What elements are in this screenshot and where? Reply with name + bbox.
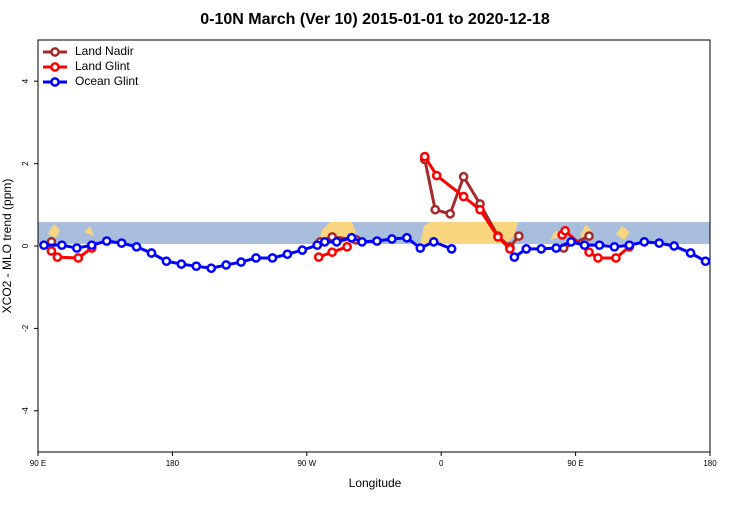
data-point — [609, 241, 620, 252]
data-point — [458, 171, 469, 182]
data-point — [700, 256, 711, 267]
data-point — [536, 244, 547, 254]
legend-marker — [50, 62, 60, 72]
data-point — [431, 170, 442, 181]
x-tick-label: 0 — [439, 459, 444, 468]
data-point — [387, 234, 397, 244]
data-point — [509, 252, 520, 262]
data-point — [446, 244, 457, 254]
x-tick-label: 90 E — [30, 459, 46, 468]
data-point — [146, 248, 157, 258]
data-point — [584, 247, 594, 258]
data-point — [430, 204, 441, 215]
data-point — [327, 247, 338, 258]
data-point — [428, 237, 439, 247]
x-tick-label: 90 E — [567, 459, 583, 468]
data-point — [297, 245, 308, 255]
data-point — [357, 237, 367, 247]
data-point — [191, 261, 202, 272]
data-point — [458, 191, 469, 202]
data-point — [445, 209, 456, 219]
data-point — [624, 240, 635, 251]
data-point — [131, 241, 142, 252]
data-point — [236, 257, 246, 267]
y-tick-label: 4 — [21, 78, 30, 83]
land-patch — [550, 230, 562, 240]
x-tick-label: 90 W — [297, 459, 316, 468]
legend-label: Land Nadir — [75, 44, 134, 58]
land-patch — [84, 226, 94, 236]
data-point — [86, 240, 97, 251]
data-point — [521, 244, 532, 254]
data-point — [475, 204, 485, 215]
data-point — [419, 151, 430, 162]
data-point — [312, 240, 323, 251]
data-point — [551, 243, 562, 253]
y-tick-label: 0 — [21, 243, 30, 248]
legend-marker — [50, 47, 60, 57]
data-point — [346, 232, 357, 243]
data-point — [505, 244, 515, 254]
y-tick-label: 2 — [21, 161, 30, 166]
data-point — [221, 260, 232, 270]
data-point — [560, 225, 570, 236]
x-tick-label: 180 — [166, 459, 180, 468]
data-point — [493, 232, 503, 242]
data-point — [176, 259, 187, 269]
land-patch — [48, 224, 60, 238]
ocean-band — [38, 222, 710, 244]
data-point — [101, 236, 112, 246]
y-tick-label: -2 — [21, 324, 30, 332]
data-point — [584, 231, 594, 241]
data-point — [39, 240, 49, 251]
data-point — [46, 246, 57, 256]
data-point — [514, 231, 524, 241]
legend-marker — [50, 77, 60, 87]
data-point — [566, 237, 576, 247]
data-point — [52, 252, 63, 262]
land-patch — [616, 226, 630, 240]
data-point — [116, 238, 127, 248]
data-point — [654, 238, 665, 248]
data-point — [331, 237, 342, 247]
data-point — [161, 256, 172, 267]
data-point — [57, 240, 67, 251]
data-point — [685, 248, 696, 258]
data-point — [415, 243, 426, 253]
data-point — [206, 263, 217, 274]
data-point — [372, 236, 382, 246]
data-point — [282, 249, 293, 260]
data-point — [579, 240, 590, 251]
data-point — [594, 240, 605, 251]
legend-label: Land Glint — [75, 59, 130, 73]
data-point — [251, 253, 261, 263]
data-point — [267, 253, 278, 263]
data-point — [669, 241, 680, 251]
data-point — [402, 232, 412, 243]
x-tick-label: 180 — [703, 459, 717, 468]
data-point — [313, 252, 324, 262]
y-tick-label: -4 — [21, 407, 30, 415]
y-axis-label: XCO2 - MLO trend (ppm) — [0, 179, 14, 314]
chart-title: 0-10N March (Ver 10) 2015-01-01 to 2020-… — [200, 11, 550, 28]
data-point — [71, 243, 82, 253]
legend-label: Ocean Glint — [75, 74, 139, 88]
data-point — [593, 253, 603, 263]
data-point — [319, 237, 330, 247]
data-point — [342, 241, 352, 252]
data-point — [73, 253, 84, 263]
data-point — [611, 253, 621, 263]
x-axis-label: Longitude — [349, 476, 402, 490]
data-point — [639, 237, 650, 247]
